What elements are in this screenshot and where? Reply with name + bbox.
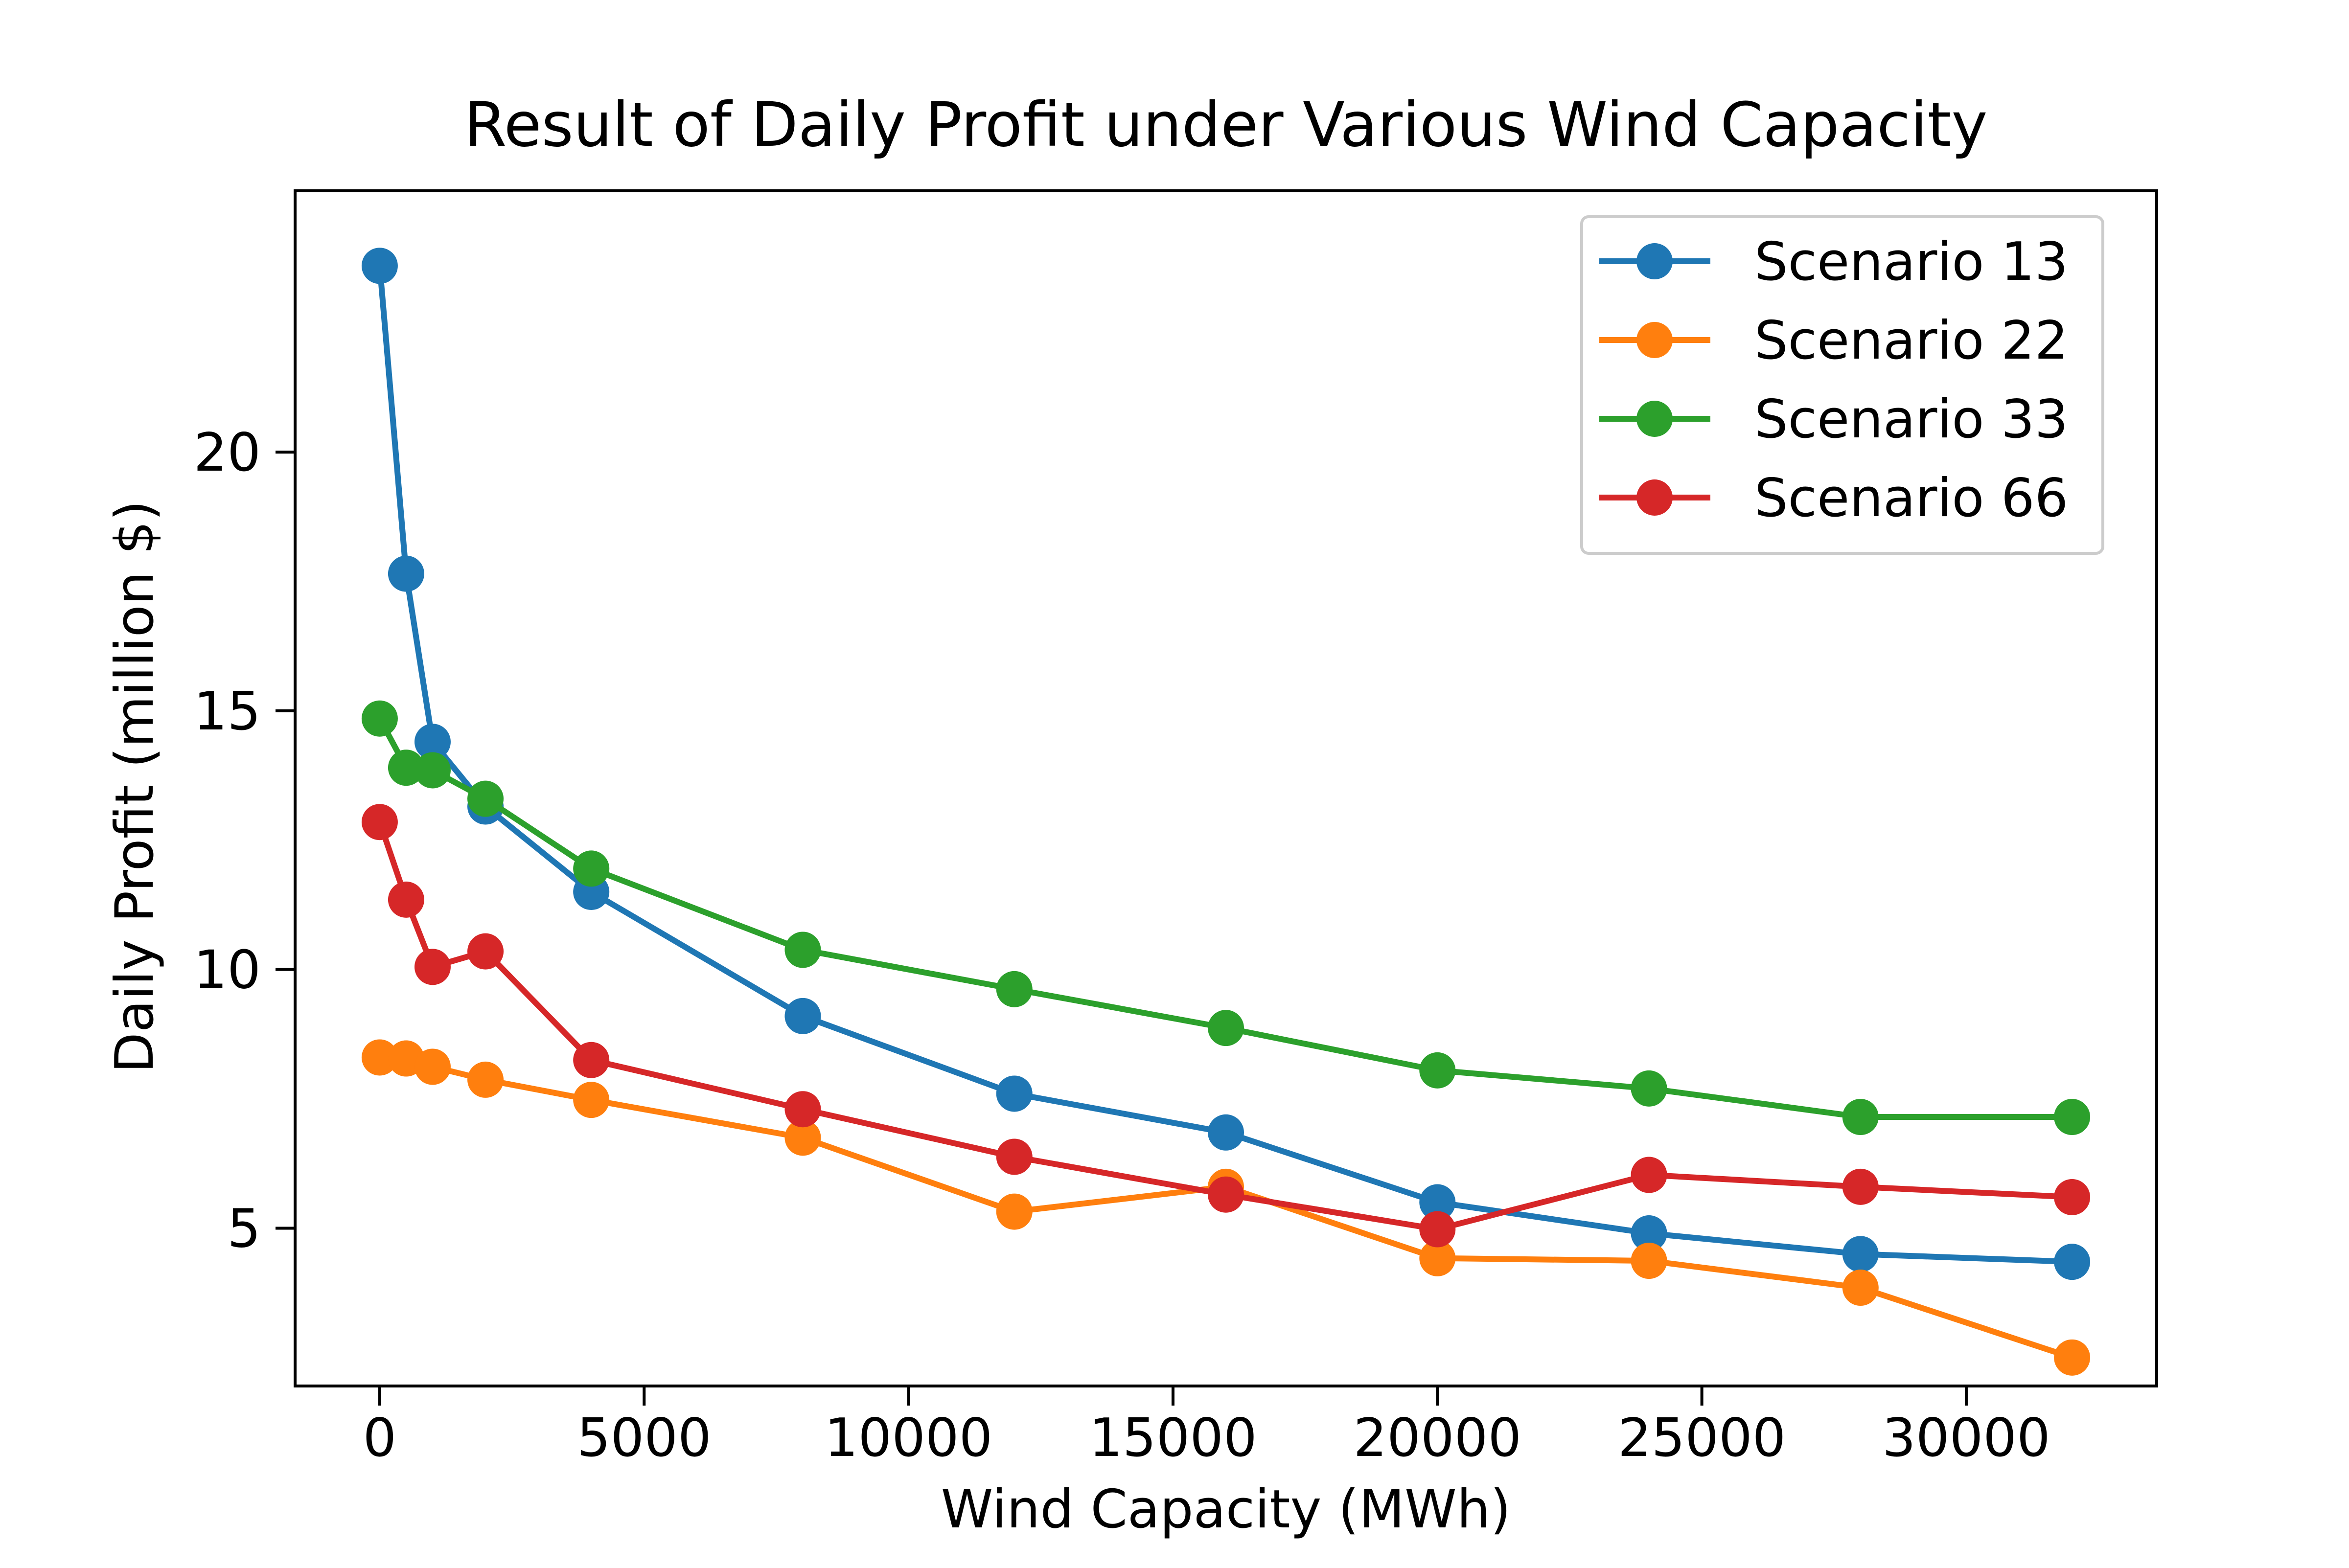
data-point bbox=[1208, 1010, 1244, 1046]
legend-label: Scenario 66 bbox=[1754, 468, 2068, 529]
legend-item: Scenario 66 bbox=[1599, 468, 2068, 529]
series-scenario-13 bbox=[361, 248, 2091, 1280]
data-point bbox=[1842, 1236, 1879, 1273]
data-point bbox=[388, 881, 424, 918]
data-point bbox=[388, 750, 424, 786]
y-axis-label: Daily Profit (million $) bbox=[104, 500, 165, 1073]
y-tick-label: 10 bbox=[194, 940, 261, 1001]
data-point bbox=[414, 724, 451, 760]
data-point bbox=[414, 752, 451, 789]
legend-box bbox=[1580, 215, 2104, 555]
data-point bbox=[2054, 1339, 2091, 1376]
x-tick-label: 25000 bbox=[1618, 1408, 1786, 1469]
data-point bbox=[2054, 1244, 2091, 1280]
data-point bbox=[1631, 1070, 1667, 1107]
data-point bbox=[1419, 1052, 1456, 1089]
data-point bbox=[414, 949, 451, 985]
data-point bbox=[1842, 1099, 1879, 1136]
data-point bbox=[1631, 1243, 1667, 1279]
data-point bbox=[1842, 1270, 1879, 1306]
data-point bbox=[784, 1119, 821, 1156]
y-tick-label: 5 bbox=[227, 1198, 261, 1259]
legend-marker bbox=[1636, 479, 1673, 516]
data-point bbox=[467, 1061, 504, 1098]
legend-label: Scenario 33 bbox=[1754, 389, 2068, 450]
y-tick-label: 15 bbox=[194, 681, 261, 742]
x-tick-label: 20000 bbox=[1353, 1408, 1521, 1469]
x-tick-label: 15000 bbox=[1089, 1408, 1257, 1469]
series-line bbox=[376, 265, 2073, 1265]
data-point bbox=[361, 1039, 398, 1076]
data-point bbox=[573, 1042, 610, 1078]
data-point bbox=[573, 850, 610, 887]
data-point bbox=[361, 700, 398, 737]
plot-area-frame bbox=[294, 189, 2158, 1387]
series-scenario-22 bbox=[361, 1039, 2091, 1376]
legend: Scenario 13 Scenario 22 Scenario 33 Scenari… bbox=[1580, 215, 2104, 555]
legend-marker bbox=[1636, 401, 1673, 437]
data-point bbox=[784, 1091, 821, 1128]
axis-ticks: 0 5000 10000 15000 20000 25000 30000 5 10 15 20 bbox=[194, 422, 2050, 1469]
data-point bbox=[996, 1193, 1033, 1230]
legend-label: Scenario 22 bbox=[1754, 310, 2068, 371]
x-axis-label: Wind Capacity (MWh) bbox=[941, 1479, 1511, 1540]
x-tick-label: 10000 bbox=[825, 1408, 993, 1469]
legend-marker bbox=[1636, 243, 1673, 279]
series-layer bbox=[361, 248, 2091, 1376]
legend-item: Scenario 22 bbox=[1599, 310, 2068, 371]
legend-item: Scenario 33 bbox=[1599, 389, 2068, 450]
data-point bbox=[361, 804, 398, 841]
data-point bbox=[388, 555, 424, 592]
data-point bbox=[467, 933, 504, 970]
data-point bbox=[573, 1082, 610, 1118]
data-point bbox=[2054, 1099, 2091, 1136]
legend-marker bbox=[1636, 322, 1673, 358]
data-point bbox=[361, 248, 398, 284]
data-point bbox=[784, 998, 821, 1034]
data-point bbox=[1419, 1211, 1456, 1248]
series-scenario-66 bbox=[361, 804, 2091, 1248]
data-point bbox=[414, 1048, 451, 1085]
data-point bbox=[1631, 1215, 1667, 1252]
data-point bbox=[996, 1138, 1033, 1175]
data-point bbox=[1842, 1168, 1879, 1205]
chart-title: Result of Daily Profit under Various Win… bbox=[464, 90, 1987, 160]
data-point bbox=[1419, 1184, 1456, 1221]
series-scenario-33 bbox=[361, 700, 2091, 1136]
x-tick-label: 5000 bbox=[577, 1408, 712, 1469]
legend-label: Scenario 13 bbox=[1754, 231, 2068, 293]
legend-item: Scenario 13 bbox=[1599, 231, 2068, 293]
x-tick-label: 30000 bbox=[1882, 1408, 2050, 1469]
data-point bbox=[996, 971, 1033, 1007]
data-point bbox=[784, 932, 821, 968]
data-point bbox=[1208, 1176, 1244, 1213]
data-point bbox=[1208, 1114, 1244, 1151]
data-point bbox=[996, 1075, 1033, 1112]
data-point bbox=[2054, 1179, 2091, 1215]
x-tick-label: 0 bbox=[363, 1408, 397, 1469]
data-point bbox=[467, 780, 504, 817]
y-tick-label: 20 bbox=[194, 422, 261, 483]
data-point bbox=[1631, 1157, 1667, 1193]
data-point bbox=[1419, 1240, 1456, 1276]
